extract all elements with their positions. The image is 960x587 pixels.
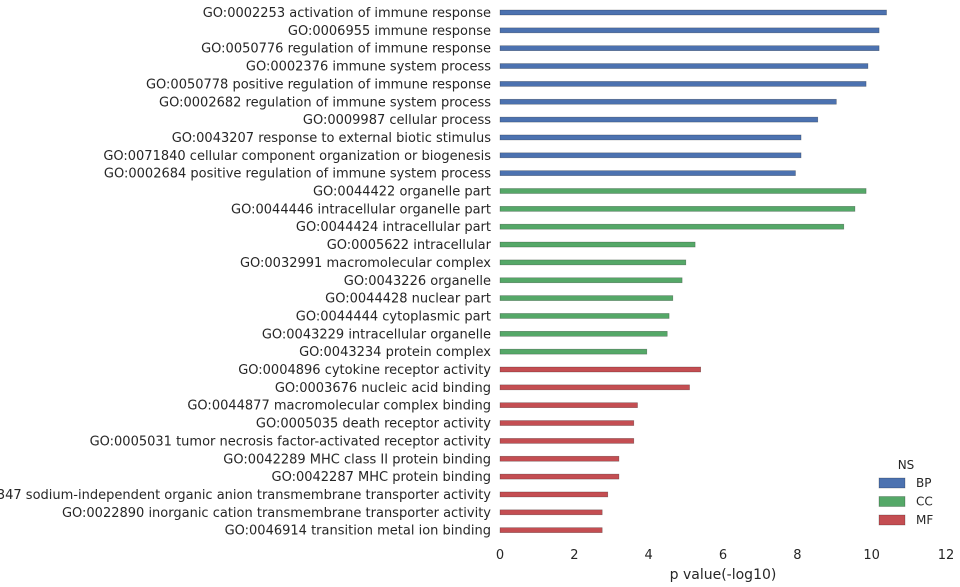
bar-21 — [499, 366, 701, 373]
bar-28 — [499, 491, 609, 498]
category-label-12: GO:0044446 intracellular organelle part — [231, 202, 491, 217]
category-label-22: GO:0003676 nucleic acid binding — [275, 381, 491, 396]
category-label-11: GO:0044422 organelle part — [313, 185, 491, 200]
category-label-10: GO:0002684 positive regulation of immune… — [104, 167, 491, 182]
bar-19 — [499, 330, 668, 337]
category-label-15: GO:0032991 macromolecular complex — [240, 256, 491, 271]
bar-9 — [499, 152, 802, 159]
bar-12 — [499, 206, 856, 212]
bar-13 — [499, 223, 845, 230]
bar-6 — [499, 98, 837, 105]
bar-26 — [499, 455, 620, 462]
legend: NS BP CC MF — [878, 458, 933, 527]
legend-label-mf: MF — [916, 513, 933, 527]
category-label-28: GO:0015347 sodium-independent organic an… — [0, 488, 491, 503]
x-tick-label-1: 0 — [496, 548, 504, 563]
category-label-20: GO:0043234 protein complex — [299, 345, 491, 360]
bar-16 — [499, 277, 683, 284]
bars-layer — [499, 9, 887, 533]
legend-label-cc: CC — [916, 495, 933, 509]
bar-30 — [499, 527, 603, 533]
legend-title: NS — [898, 458, 915, 472]
legend-swatch-cc — [878, 496, 906, 507]
bar-14 — [499, 241, 696, 248]
x-tick-label-4: 6 — [719, 548, 727, 563]
bar-29 — [499, 509, 603, 516]
bar-8 — [499, 134, 802, 141]
category-label-30: GO:0046914 transition metal ion binding — [225, 524, 491, 539]
bar-23 — [499, 402, 638, 409]
legend-label-bp: BP — [916, 476, 931, 490]
category-label-17: GO:0044428 nuclear part — [325, 292, 491, 307]
x-tick-label-6: 10 — [863, 548, 880, 563]
category-label-19: GO:0043229 intracellular organelle — [262, 327, 491, 342]
x-axis-title: p value(-log10) — [670, 567, 777, 583]
bar-2 — [499, 27, 880, 34]
category-label-24: GO:0005035 death receptor activity — [256, 417, 491, 432]
category-label-21: GO:0004896 cytokine receptor activity — [238, 363, 491, 378]
category-label-26: GO:0042289 MHC class II protein binding — [223, 452, 491, 467]
category-label-7: GO:0009987 cellular process — [303, 113, 491, 128]
category-label-29: GO:0022890 inorganic cation transmembran… — [62, 506, 491, 521]
category-label-3: GO:0050776 regulation of immune response — [201, 42, 491, 57]
bar-10 — [499, 170, 796, 176]
bar-5 — [499, 81, 867, 87]
category-label-27: GO:0042287 MHC protein binding — [272, 470, 492, 485]
bar-3 — [499, 45, 880, 52]
category-label-4: GO:0002376 immune system process — [246, 60, 491, 75]
bar-24 — [499, 420, 635, 426]
x-tick-label-3: 4 — [645, 548, 653, 563]
category-label-13: GO:0044424 intracellular part — [296, 220, 491, 235]
bar-7 — [499, 116, 819, 123]
category-labels: GO:0002253 activation of immune response… — [0, 6, 492, 539]
bar-17 — [499, 295, 674, 301]
bar-15 — [499, 259, 687, 266]
bar-22 — [499, 384, 690, 391]
bar-20 — [499, 348, 648, 355]
bar-18 — [499, 313, 670, 319]
category-label-6: GO:0002682 regulation of immune system p… — [159, 95, 491, 110]
category-label-18: GO:0044444 cytoplasmic part — [296, 309, 491, 324]
bar-25 — [499, 438, 635, 444]
category-label-1: GO:0002253 activation of immune response — [203, 6, 491, 21]
category-label-8: GO:0043207 response to external biotic s… — [172, 131, 492, 146]
bar-11 — [499, 188, 867, 194]
x-tick-label-7: 12 — [938, 548, 955, 563]
x-axis: 0 2 4 6 8 10 12 — [496, 548, 954, 563]
bar-4 — [499, 63, 869, 69]
bar-27 — [499, 473, 620, 480]
bar-1 — [499, 9, 887, 16]
category-label-23: GO:0044877 macromolecular complex bindin… — [187, 399, 491, 414]
x-tick-label-5: 8 — [793, 548, 801, 563]
category-label-9: GO:0071840 cellular component organizati… — [103, 149, 491, 164]
category-label-25: GO:0005031 tumor necrosis factor-activat… — [90, 434, 492, 449]
legend-swatch-bp — [878, 477, 906, 489]
category-label-2: GO:0006955 immune response — [288, 24, 491, 39]
legend-swatch-mf — [878, 514, 906, 526]
category-label-14: GO:0005622 intracellular — [327, 238, 492, 253]
category-label-16: GO:0043226 organelle — [344, 274, 491, 289]
x-tick-label-2: 2 — [570, 548, 578, 563]
category-label-5: GO:0050778 positive regulation of immune… — [146, 77, 491, 92]
